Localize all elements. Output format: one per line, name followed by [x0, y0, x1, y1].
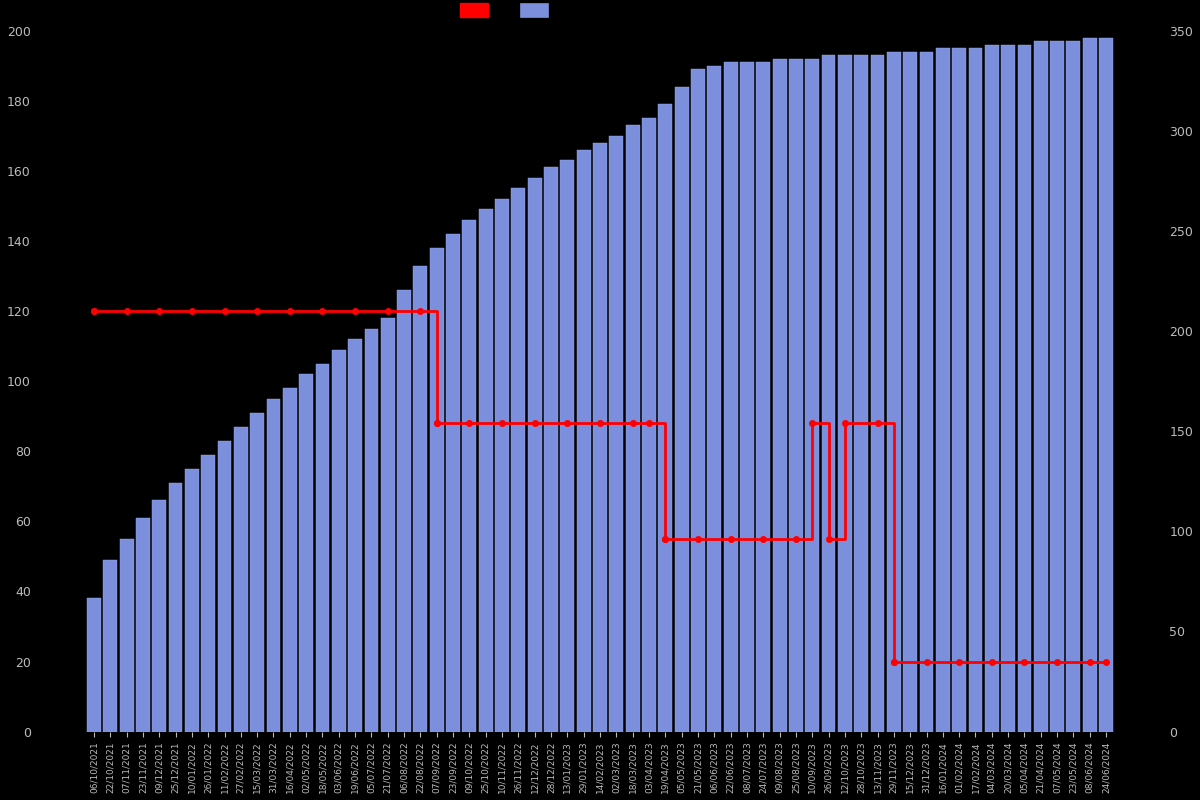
Bar — [217, 441, 232, 731]
Bar — [120, 539, 133, 731]
Bar — [365, 329, 378, 731]
Bar — [1099, 38, 1114, 731]
Bar — [103, 560, 118, 731]
Bar — [251, 413, 264, 731]
Bar — [838, 55, 852, 731]
Bar — [968, 48, 983, 731]
Bar — [707, 66, 721, 731]
Bar — [397, 290, 412, 731]
Bar — [511, 189, 526, 731]
Bar — [805, 59, 820, 731]
Bar — [642, 118, 656, 731]
Bar — [1018, 45, 1031, 731]
Bar — [691, 70, 704, 731]
Bar — [822, 55, 835, 731]
Legend: , : , — [461, 2, 559, 18]
Bar — [430, 248, 444, 731]
Bar — [299, 374, 313, 731]
Bar — [756, 62, 770, 731]
Bar — [332, 350, 346, 731]
Bar — [202, 454, 215, 731]
Bar — [1082, 38, 1097, 731]
Bar — [788, 59, 803, 731]
Bar — [887, 52, 901, 731]
Bar — [446, 234, 460, 731]
Bar — [234, 426, 247, 731]
Bar — [185, 469, 199, 731]
Bar — [136, 518, 150, 731]
Bar — [674, 87, 689, 731]
Bar — [283, 388, 296, 731]
Bar — [936, 48, 949, 731]
Bar — [659, 104, 672, 731]
Bar — [496, 199, 509, 731]
Bar — [528, 178, 541, 731]
Bar — [1067, 42, 1080, 731]
Bar — [414, 266, 427, 731]
Bar — [724, 62, 738, 731]
Bar — [854, 55, 868, 731]
Bar — [577, 150, 590, 731]
Bar — [544, 167, 558, 731]
Bar — [348, 339, 362, 731]
Bar — [560, 161, 575, 731]
Bar — [86, 598, 101, 731]
Bar — [870, 55, 884, 731]
Bar — [740, 62, 754, 731]
Bar — [919, 52, 934, 731]
Bar — [625, 126, 640, 731]
Bar — [380, 318, 395, 731]
Bar — [1001, 45, 1015, 731]
Bar — [593, 143, 607, 731]
Bar — [610, 136, 623, 731]
Bar — [985, 45, 998, 731]
Bar — [169, 483, 182, 731]
Bar — [1034, 42, 1048, 731]
Bar — [266, 398, 281, 731]
Bar — [479, 210, 493, 731]
Bar — [773, 59, 786, 731]
Bar — [1050, 42, 1064, 731]
Bar — [462, 220, 476, 731]
Bar — [316, 364, 330, 731]
Bar — [152, 500, 166, 731]
Bar — [953, 48, 966, 731]
Bar — [904, 52, 917, 731]
